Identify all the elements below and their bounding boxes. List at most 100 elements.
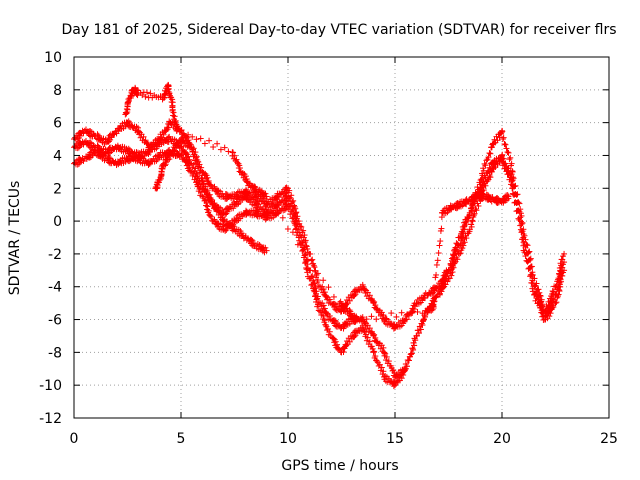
trace-mark — [449, 269, 456, 276]
trace-mark — [359, 322, 366, 329]
trace-mark — [472, 194, 479, 201]
trace-mark — [549, 302, 556, 309]
trace-mark — [441, 278, 448, 285]
series-track-e — [152, 134, 270, 256]
series-track-d — [122, 81, 512, 324]
y-tick-label: 10 — [44, 50, 62, 66]
trace-mark — [298, 233, 305, 240]
trace-mark — [110, 131, 117, 138]
trace-mark — [508, 178, 515, 185]
trace-mark — [80, 157, 87, 164]
trace-mark — [366, 338, 373, 345]
y-tick-label: -2 — [48, 247, 62, 263]
trace-mark — [518, 229, 525, 236]
data-points — [71, 81, 568, 390]
trace-mark — [320, 286, 327, 293]
trace-mark — [508, 181, 515, 188]
trace-mark — [546, 313, 553, 320]
trace-mark — [412, 337, 419, 344]
trace-mark — [315, 307, 322, 314]
data-point — [552, 300, 559, 307]
trace-mark — [383, 353, 390, 360]
y-tick-label: -8 — [48, 345, 62, 361]
trace-mark — [236, 162, 243, 169]
trace-mark — [451, 247, 458, 254]
trace-mark — [169, 99, 176, 106]
trace-mark — [509, 185, 516, 192]
trace-mark — [378, 364, 385, 371]
trace-mark — [398, 309, 405, 316]
trace-mark — [230, 223, 237, 230]
trace-mark — [202, 183, 209, 190]
trace-mark — [293, 225, 300, 232]
trace-mark — [372, 302, 379, 309]
trace-mark — [538, 307, 545, 314]
trace-mark — [371, 298, 378, 305]
trace-mark — [205, 177, 212, 184]
trace-mark — [346, 297, 353, 304]
trace-mark — [558, 278, 565, 285]
trace-mark — [221, 144, 228, 151]
trace-mark — [499, 128, 506, 135]
trace-mark — [502, 141, 509, 148]
trace-mark — [450, 252, 457, 259]
trace-mark — [484, 177, 491, 184]
trace-mark — [183, 158, 190, 165]
trace-mark — [483, 157, 490, 164]
trace-mark — [313, 271, 320, 278]
trace-mark — [505, 171, 512, 178]
trace-mark — [507, 167, 514, 174]
trace-mark — [486, 164, 493, 171]
trace-mark — [166, 156, 173, 163]
y-axis-label: SDTVAR / TECUs — [7, 181, 23, 296]
trace-mark — [307, 275, 314, 282]
trace-mark — [314, 270, 321, 277]
trace-mark — [283, 200, 290, 207]
trace-mark — [190, 161, 197, 168]
trace-mark — [543, 312, 550, 319]
trace-mark — [506, 156, 513, 163]
trace-mark — [411, 306, 418, 313]
trace-mark — [303, 264, 310, 271]
trace-mark — [325, 284, 332, 291]
trace-mark — [261, 249, 268, 256]
trace-mark — [512, 199, 519, 206]
trace-mark — [332, 338, 339, 345]
trace-mark — [419, 322, 426, 329]
trace-mark — [203, 202, 210, 209]
trace-mark — [473, 207, 480, 214]
trace-mark — [438, 286, 445, 293]
trace-mark — [302, 251, 309, 258]
trace-mark — [126, 158, 133, 165]
trace-mark — [361, 319, 368, 326]
trace-mark — [380, 344, 387, 351]
trace-mark — [319, 309, 326, 316]
trace-mark — [279, 214, 286, 221]
trace-mark — [299, 244, 306, 251]
data-point — [456, 250, 463, 257]
trace-mark — [283, 192, 290, 199]
trace-mark — [414, 327, 421, 334]
trace-mark — [178, 151, 185, 158]
trace-mark — [116, 144, 123, 151]
trace-mark — [351, 292, 358, 299]
trace-mark — [499, 136, 506, 143]
trace-mark — [457, 233, 464, 240]
trace-mark — [380, 349, 387, 356]
trace-mark — [281, 207, 288, 214]
trace-mark — [140, 133, 147, 140]
data-point — [160, 95, 167, 102]
trace-mark — [142, 93, 149, 100]
trace-mark — [253, 212, 260, 219]
trace-mark — [504, 149, 511, 156]
trace-mark — [286, 195, 293, 202]
trace-mark — [210, 144, 217, 151]
trace-mark — [312, 293, 319, 300]
trace-mark — [403, 311, 410, 318]
trace-mark — [372, 353, 379, 360]
trace-mark — [368, 343, 375, 350]
trace-mark — [147, 90, 154, 97]
trace-mark — [299, 247, 306, 254]
trace-mark — [185, 161, 192, 168]
